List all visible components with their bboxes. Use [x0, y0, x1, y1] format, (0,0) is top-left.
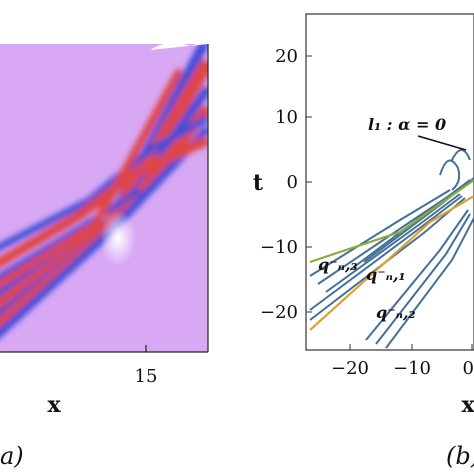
contour-line [309, 195, 463, 311]
heatmap-top-edge [150, 44, 208, 50]
contour-line [375, 213, 471, 345]
curve-label-q1: q⁻ₙ,₁ [366, 265, 406, 284]
panel-a-x-axis-label: x [47, 392, 61, 418]
annotation-leader [417, 135, 467, 151]
contour-line [309, 189, 451, 277]
panel-a-x-tick-label: 15 [135, 366, 158, 387]
panel-b-y-ticks [306, 55, 312, 313]
panel-b-curves [309, 135, 474, 349]
panel-b-x-axis-label: x [461, 392, 474, 418]
panel-b-x-ticks [349, 344, 473, 350]
contour-line [325, 193, 461, 293]
x-tick-label-neg20: −20 [331, 358, 369, 379]
y-tick-label-neg10: −10 [260, 237, 298, 258]
contour-line [365, 209, 469, 341]
x-tick-label-neg10: −10 [393, 358, 431, 379]
y-tick-label-neg20: −20 [260, 302, 298, 323]
x-tick-label-0: 0 [463, 358, 474, 379]
curve-label-q3: q⁻ₙ,₃ [318, 255, 358, 274]
heatmap-bright-spot [100, 210, 136, 266]
orange-line [309, 195, 474, 331]
panel-b-label: (b) [446, 442, 474, 470]
contour-loop [451, 149, 471, 161]
contour-loop [439, 159, 461, 191]
y-tick-label-20: 20 [275, 46, 298, 67]
curve-label-l1: l₁ : α = 0 [368, 115, 446, 134]
curve-label-q2: q⁻ₙ,₂ [376, 303, 416, 322]
green-line [309, 179, 474, 264]
panel-a-label: a) [0, 442, 24, 470]
contour-line [385, 217, 474, 349]
y-tick-label-0: 0 [287, 172, 298, 193]
panel-b-y-axis-label: t [253, 170, 264, 196]
y-tick-label-10: 10 [275, 107, 298, 128]
panel-b-frame [305, 13, 474, 351]
panel-a-heatmap [0, 44, 208, 352]
